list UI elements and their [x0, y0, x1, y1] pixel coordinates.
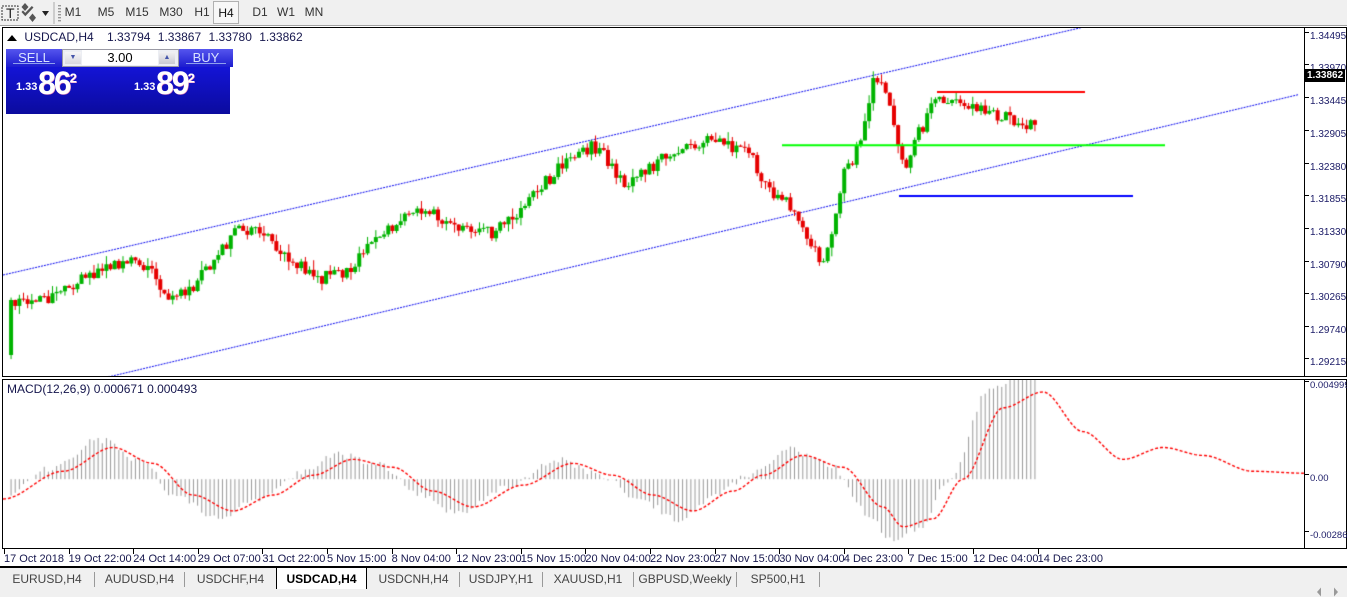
svg-text:T: T — [6, 5, 15, 21]
